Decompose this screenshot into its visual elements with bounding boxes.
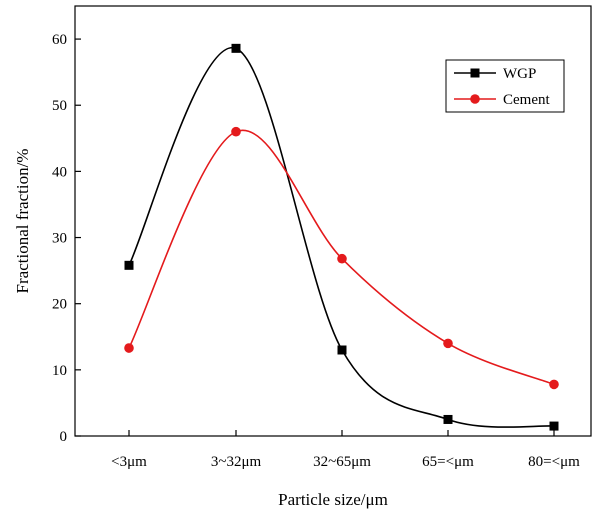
x-axis-title: Particle size/μm bbox=[278, 490, 388, 509]
series-line-cement bbox=[128, 129, 555, 386]
x-tick-label-0: <3μm bbox=[111, 454, 147, 470]
point-cement-2 bbox=[337, 253, 347, 264]
y-tick-label-10: 10 bbox=[52, 363, 67, 379]
y-tick-label-60: 60 bbox=[52, 32, 67, 48]
legend-wgp-marker bbox=[470, 68, 480, 78]
point-cement-4 bbox=[549, 379, 559, 390]
x-axis-ticks: <3μm 3~32μm 32~65μm 65=<μm 80=<μm bbox=[111, 430, 580, 470]
x-tick-label-1: 3~32μm bbox=[211, 454, 262, 470]
plot-area-border bbox=[74, 5, 592, 437]
point-cement-1 bbox=[231, 126, 241, 137]
legend-box bbox=[445, 59, 565, 113]
y-tick-label-0: 0 bbox=[60, 429, 68, 445]
x-tick-label-4: 80=<μm bbox=[528, 454, 580, 470]
point-wgp-3 bbox=[443, 414, 453, 424]
plot-area-frame bbox=[74, 5, 592, 437]
y-tick-label-40: 40 bbox=[52, 164, 67, 180]
y-axis-ticks: 0 10 20 30 40 50 60 bbox=[52, 32, 81, 445]
y-axis-title: Fractional fraction/% bbox=[13, 149, 32, 294]
point-cement-0 bbox=[124, 343, 134, 353]
point-wgp-0 bbox=[124, 260, 134, 270]
legend: WGP Cement bbox=[445, 59, 565, 113]
legend-cement-marker bbox=[470, 94, 480, 104]
series-line-wgp bbox=[128, 47, 555, 428]
point-wgp-4 bbox=[549, 421, 559, 431]
point-wgp-2 bbox=[337, 345, 347, 355]
x-tick-label-3: 65=<μm bbox=[422, 454, 474, 470]
y-tick-label-30: 30 bbox=[52, 231, 67, 247]
legend-cement-label: Cement bbox=[503, 92, 550, 108]
legend-wgp-label: WGP bbox=[503, 66, 536, 82]
point-wgp-1 bbox=[231, 43, 241, 53]
y-tick-label-20: 20 bbox=[52, 297, 67, 313]
y-tick-label-50: 50 bbox=[52, 98, 67, 114]
x-tick-label-2: 32~65μm bbox=[313, 454, 371, 470]
point-cement-3 bbox=[443, 338, 453, 349]
series-layer bbox=[124, 43, 559, 431]
